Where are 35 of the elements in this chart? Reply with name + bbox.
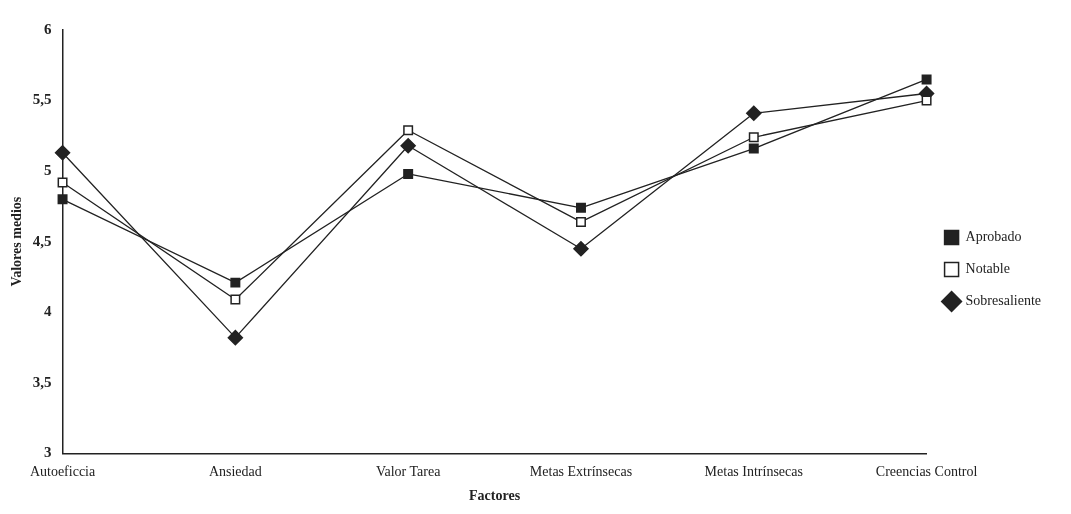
- point: [230, 294, 241, 305]
- y-axis-title: Valores medios: [9, 196, 25, 287]
- point: [54, 145, 71, 161]
- x-tick-label: Metas Intrínsecas: [704, 464, 803, 480]
- x-tick-label: Ansiedad: [208, 464, 262, 480]
- x-tick-label: Metas Extrínsecas: [529, 464, 633, 480]
- y-tick-label: 4: [44, 303, 53, 320]
- point: [57, 194, 68, 205]
- point: [400, 137, 416, 154]
- x-axis-title: Factores: [469, 488, 521, 504]
- x-tick-label: Creencias Control: [875, 464, 978, 480]
- y-tick-label: 4,5: [32, 232, 52, 249]
- point: [57, 177, 68, 188]
- y-tick-label: 3: [44, 444, 52, 461]
- y-tick-label: 5,5: [32, 91, 52, 108]
- y-tick-label: 3,5: [32, 373, 52, 390]
- point: [230, 277, 241, 288]
- point: [746, 105, 762, 122]
- legend-label: Sobresaliente: [965, 293, 1041, 309]
- point: [403, 168, 414, 179]
- point: [921, 74, 932, 85]
- point: [573, 241, 589, 257]
- point: [748, 132, 759, 143]
- y-tick-label: 6: [44, 20, 53, 37]
- x-tick-label: Autoeficcia: [29, 464, 96, 480]
- point: [748, 143, 759, 154]
- point: [403, 125, 414, 136]
- point: [575, 202, 586, 213]
- legend-label: Aprobado: [965, 229, 1022, 245]
- point: [227, 329, 244, 346]
- legend-label: Notable: [965, 261, 1010, 277]
- point: [921, 95, 932, 106]
- point: [575, 216, 586, 227]
- y-tick-label: 5: [44, 162, 52, 179]
- x-tick-label: Valor Tarea: [375, 464, 442, 480]
